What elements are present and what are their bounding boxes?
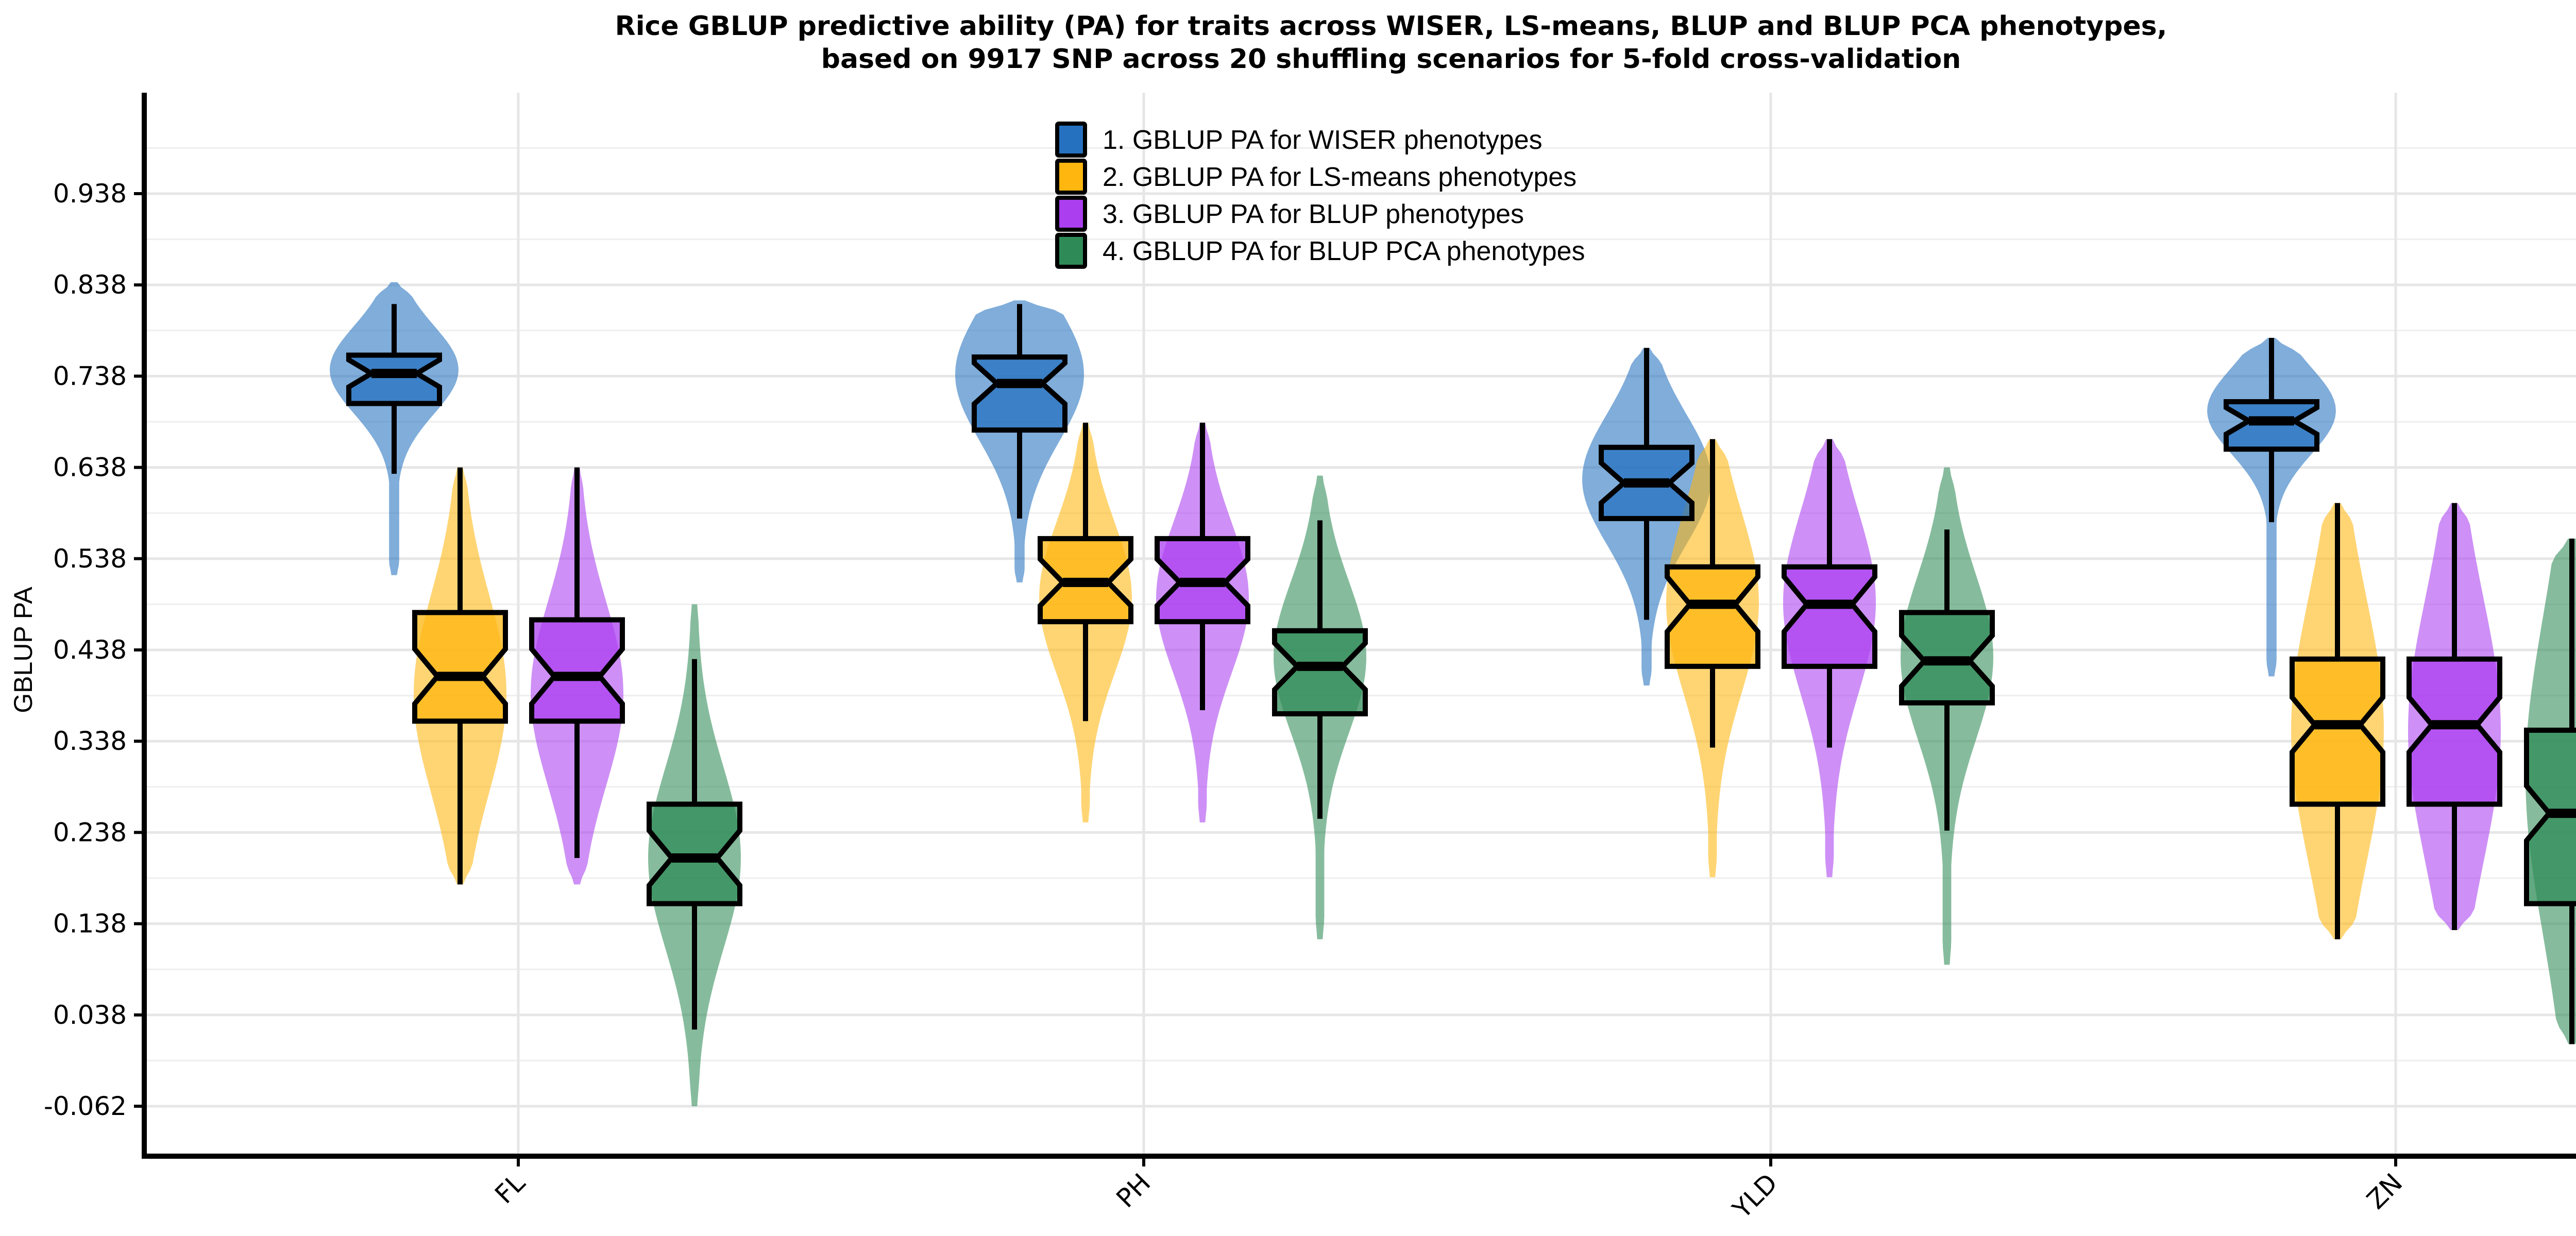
box-fl-series-1 bbox=[346, 352, 442, 406]
legend: 1. GBLUP PA for WISER phenotypes 2. GBLUP… bbox=[1055, 122, 1585, 269]
legend-swatch-3 bbox=[1055, 196, 1087, 232]
y-tick-label: 0.638 bbox=[53, 453, 127, 483]
y-tick-label: 0.438 bbox=[53, 635, 127, 665]
legend-label-3: 3. GBLUP PA for BLUP phenotypes bbox=[1103, 199, 1524, 229]
box-zn-series-2 bbox=[2290, 656, 2385, 807]
legend-swatch-1 bbox=[1055, 122, 1087, 158]
box-ph-series-4 bbox=[1272, 628, 1368, 717]
y-tick-label: 0.238 bbox=[53, 817, 127, 847]
y-tick-label: 0.038 bbox=[53, 1000, 127, 1030]
box-zn-series-3 bbox=[2406, 656, 2502, 807]
chart-title: Rice GBLUP predictive ability (PA) for t… bbox=[615, 11, 2167, 75]
x-tick-label-zn: ZN bbox=[2361, 1168, 2409, 1215]
legend-swatch-4 bbox=[1055, 233, 1087, 269]
x-tick-label-fl: FL bbox=[489, 1168, 531, 1209]
box-yld-series-2 bbox=[1665, 564, 1760, 669]
legend-label-2: 2. GBLUP PA for LS-means phenotypes bbox=[1103, 162, 1577, 192]
axes: -0.062 0.038 0.138 0.238 0.338 0.438 0.538 0.63… bbox=[44, 93, 2576, 1225]
y-tick-label: 0.738 bbox=[53, 361, 127, 391]
y-tick-label: 0.938 bbox=[53, 179, 127, 209]
legend-swatch-2 bbox=[1055, 159, 1087, 195]
y-tick-label: 0.838 bbox=[53, 270, 127, 300]
chart-title-line-2: based on 9917 SNP across 20 shuffling sc… bbox=[821, 44, 1961, 75]
box-fl-series-2 bbox=[412, 610, 508, 724]
y-tick-label: -0.062 bbox=[44, 1091, 127, 1121]
box-ph-series-1 bbox=[972, 354, 1067, 433]
legend-label-1: 1. GBLUP PA for WISER phenotypes bbox=[1103, 125, 1543, 155]
y-axis-title: GBLUP PA bbox=[9, 587, 38, 713]
x-tick-label-yld: YLD bbox=[1726, 1168, 1783, 1224]
y-tick-label: 0.138 bbox=[53, 909, 127, 939]
boxplots bbox=[346, 304, 2576, 1044]
legend-label-4: 4. GBLUP PA for BLUP PCA phenotypes bbox=[1103, 236, 1585, 266]
y-tick-label: 0.338 bbox=[53, 726, 127, 756]
box-fl-series-3 bbox=[529, 617, 625, 724]
box-yld-series-3 bbox=[1782, 564, 1877, 669]
chart-title-line-1: Rice GBLUP predictive ability (PA) for t… bbox=[615, 11, 2167, 42]
y-tick-label: 0.538 bbox=[53, 544, 127, 574]
x-tick-label-ph: PH bbox=[1111, 1168, 1157, 1213]
